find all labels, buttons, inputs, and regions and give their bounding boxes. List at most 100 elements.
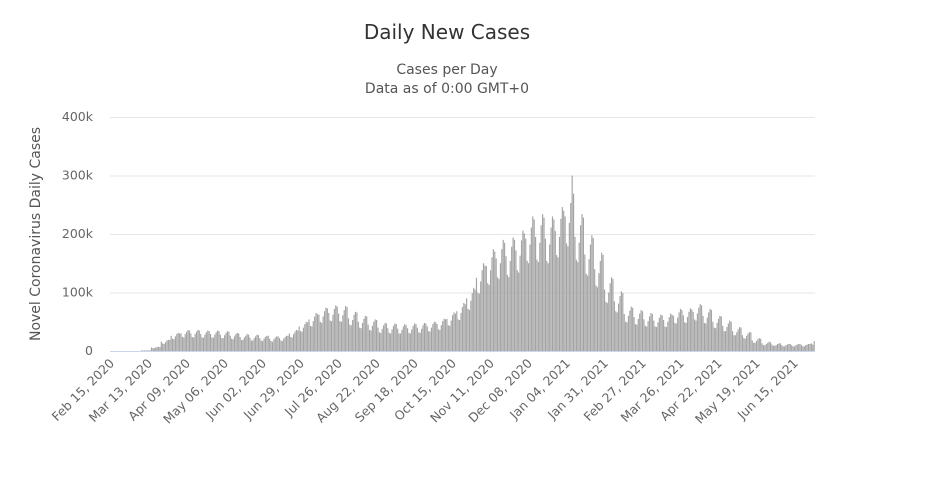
bar (554, 231, 556, 351)
bar (347, 318, 350, 351)
bar (671, 314, 673, 351)
bar (166, 340, 168, 351)
bar (383, 325, 385, 351)
bar (724, 331, 727, 351)
bar (285, 335, 288, 351)
bar (433, 321, 435, 351)
bar (563, 210, 565, 351)
bar (270, 341, 272, 351)
bar (336, 306, 338, 351)
bar (157, 346, 160, 351)
bar (532, 216, 534, 351)
chart-subtitle-line-2: Data as of 0:00 GMT+0 (365, 81, 529, 97)
bar (255, 336, 257, 352)
bar (152, 348, 154, 351)
bar (467, 308, 469, 351)
bar (650, 312, 652, 351)
bar (723, 331, 725, 351)
bar (201, 337, 203, 351)
bar (589, 244, 592, 351)
bar (314, 316, 316, 351)
bar (793, 346, 796, 351)
bar (791, 345, 793, 351)
bar (504, 242, 506, 351)
bar (430, 327, 433, 351)
bar (582, 217, 584, 351)
bar (716, 322, 718, 351)
bar (481, 270, 483, 351)
bar (457, 319, 459, 351)
bar (536, 259, 538, 351)
bar (221, 338, 223, 351)
bar (522, 230, 524, 351)
bar (805, 345, 807, 351)
bar (502, 239, 504, 351)
bar (605, 301, 607, 351)
bar (758, 338, 760, 351)
bar (429, 331, 431, 351)
bar (636, 324, 638, 351)
bar (142, 350, 144, 351)
bar (322, 316, 324, 351)
bar (421, 328, 423, 351)
bar (392, 325, 395, 351)
bar (443, 318, 445, 351)
bar (729, 320, 731, 351)
bar (769, 342, 772, 351)
bar (454, 313, 456, 351)
y-tick-label: 100k (62, 285, 94, 300)
bar (338, 313, 340, 351)
bar (591, 235, 593, 351)
bar (304, 324, 306, 351)
bar (450, 320, 452, 351)
bar (177, 332, 179, 351)
bar (354, 311, 357, 351)
bar (184, 334, 186, 351)
bar (644, 325, 646, 351)
bar (411, 329, 413, 351)
bar (495, 258, 497, 351)
bar (612, 279, 614, 351)
bar (377, 327, 379, 351)
bar (267, 335, 269, 351)
bar (381, 328, 383, 351)
bar (744, 338, 746, 351)
bar (505, 256, 507, 351)
bar (160, 341, 162, 351)
bar (163, 343, 165, 351)
bar (293, 334, 295, 351)
bar (283, 338, 285, 351)
bar (414, 323, 416, 351)
bar (564, 216, 566, 351)
bar (352, 320, 354, 351)
bar (408, 332, 410, 351)
bar (302, 327, 304, 351)
bar (498, 279, 500, 351)
bar (606, 303, 608, 351)
bar (419, 332, 421, 351)
bar (367, 324, 369, 351)
bar (778, 343, 780, 351)
bar (426, 326, 428, 351)
bar (558, 236, 561, 351)
bar (193, 337, 195, 351)
bar (799, 343, 801, 351)
bar (307, 322, 309, 351)
bar (722, 325, 724, 351)
bar (366, 316, 368, 351)
bar (712, 321, 714, 351)
bar (406, 328, 409, 351)
bar (715, 328, 717, 351)
bar (573, 193, 575, 351)
bar (198, 330, 200, 351)
bar (409, 333, 411, 351)
bar (803, 346, 805, 351)
bar (475, 277, 478, 352)
bar (308, 319, 310, 351)
bar (416, 327, 418, 351)
bar (401, 329, 403, 351)
bar (356, 312, 358, 351)
bar (319, 321, 321, 351)
